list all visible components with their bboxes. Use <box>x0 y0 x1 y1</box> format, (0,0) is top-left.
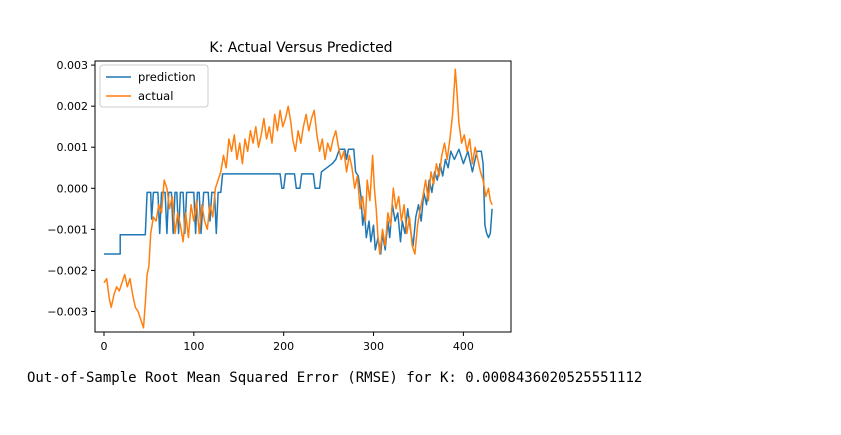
rmse-output-text: Out-of-Sample Root Mean Squared Error (R… <box>27 370 643 386</box>
x-tick-label: 300 <box>363 340 384 353</box>
y-axis: −0.003 −0.002 −0.001 0.000 0.001 0.002 0.003 <box>47 59 95 318</box>
y-tick-label: −0.001 <box>47 223 88 236</box>
y-tick-label: −0.003 <box>47 305 88 318</box>
plot-area: 0 100 200 300 400 −0.003 −0.002 −0.001 0.000 0.0… <box>47 59 512 353</box>
x-tick-label: 100 <box>183 340 204 353</box>
y-tick-label: 0.001 <box>57 141 89 154</box>
series-line-actual <box>103 68 493 329</box>
legend-label-prediction: prediction <box>138 70 196 84</box>
x-tick-label: 200 <box>273 340 294 353</box>
y-tick-label: 0.003 <box>57 59 89 72</box>
x-tick-label: 0 <box>100 340 107 353</box>
series-line-prediction <box>104 148 493 255</box>
x-axis: 0 100 200 300 400 <box>100 332 474 353</box>
actual-vs-predicted-chart: K: Actual Versus Predicted 0 100 200 300 400… <box>47 40 512 353</box>
legend-label-actual: actual <box>138 89 173 103</box>
legend: prediction actual <box>99 64 209 108</box>
axes-frame <box>94 60 512 333</box>
y-tick-label: 0.002 <box>57 100 89 113</box>
y-tick-label: 0.000 <box>57 182 89 195</box>
y-tick-label: −0.002 <box>47 264 88 277</box>
chart-title: K: Actual Versus Predicted <box>209 40 392 56</box>
x-tick-label: 400 <box>453 340 474 353</box>
series-layer <box>103 68 493 329</box>
